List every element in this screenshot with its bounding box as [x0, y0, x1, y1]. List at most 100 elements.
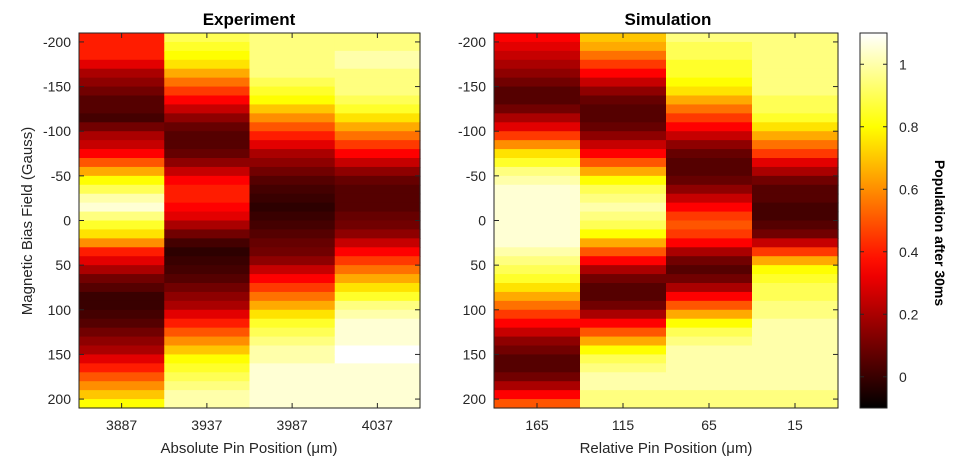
heatmap-cell — [494, 68, 581, 79]
heatmap-cell — [494, 104, 581, 114]
heatmap-cell — [494, 354, 581, 364]
heatmap-cell — [249, 86, 336, 97]
heatmap-cell — [752, 274, 839, 284]
heatmap-cell — [752, 140, 839, 150]
heatmap-cell — [334, 336, 421, 347]
heatmap-cell — [580, 41, 667, 52]
heatmap-cell — [580, 113, 667, 123]
heatmap-cell — [580, 184, 667, 195]
heatmap-cell — [494, 50, 581, 61]
heatmap-cell — [494, 122, 581, 132]
heatmap-cell — [79, 229, 165, 239]
heatmap-cell — [666, 238, 753, 248]
heatmap-cell — [334, 202, 421, 213]
heatmap-cell — [666, 149, 753, 159]
heatmap-cell — [249, 327, 336, 338]
heatmap-cell — [79, 77, 165, 88]
heatmap-cell — [666, 265, 753, 275]
y-tick-label: 100 — [463, 302, 487, 318]
heatmap-cell — [164, 77, 251, 88]
heatmap-cell — [666, 184, 753, 195]
heatmap-cell — [164, 193, 251, 204]
heatmap-cell — [494, 291, 581, 302]
heatmap-cell — [334, 345, 421, 356]
heatmap-cell — [666, 354, 753, 364]
heatmap-cell — [249, 291, 336, 302]
heatmap-cell — [666, 202, 753, 213]
simulation-panel: Simulation -200 -150 -100 -50 0 50 100 150 200 1… — [458, 10, 839, 457]
heatmap-cell — [79, 68, 165, 79]
heatmap-cell — [494, 41, 581, 52]
colorbar: 0 0.2 0.4 0.6 0.8 1 Population after 30ms — [859, 32, 948, 409]
heatmap-cell — [494, 300, 581, 311]
heatmap-cell — [249, 175, 336, 186]
heatmap-cell — [164, 318, 251, 329]
heatmap-cell — [666, 59, 753, 70]
heatmap-cell — [334, 291, 421, 302]
heatmap-cell — [494, 113, 581, 123]
y-tick-label: -50 — [466, 168, 486, 184]
heatmap-cell — [666, 211, 753, 222]
heatmap-cell — [249, 131, 336, 141]
heatmap-cell — [580, 256, 667, 266]
heatmap-cell — [494, 95, 581, 106]
heatmap-cell — [580, 50, 667, 61]
heatmap-cell — [752, 229, 839, 239]
colorbar-tick-label: 1 — [899, 56, 907, 72]
heatmap-cell — [666, 283, 753, 293]
heatmap-cell — [164, 300, 251, 311]
heatmap-cell — [666, 166, 753, 177]
heatmap-cell — [494, 140, 581, 150]
heatmap-cell — [249, 166, 336, 177]
heatmap-cell — [249, 158, 336, 168]
heatmap-cell — [580, 122, 667, 132]
heatmap-cell — [752, 256, 839, 266]
heatmap-cell — [334, 220, 421, 231]
heatmap-cell — [580, 158, 667, 168]
heatmap-cell — [249, 354, 336, 364]
heatmap-cell — [752, 175, 839, 186]
heatmap-cell — [334, 104, 421, 114]
heatmap-cell — [752, 309, 839, 320]
heatmap-cell — [79, 363, 165, 373]
heatmap-cell — [79, 336, 165, 347]
heatmap-cell — [494, 202, 581, 213]
heatmap-cell — [666, 274, 753, 284]
y-tick-label: 50 — [55, 257, 71, 273]
heatmap-cell — [249, 211, 336, 222]
heatmap-cell — [79, 184, 165, 195]
heatmap-cell — [580, 345, 667, 356]
y-tick-label: 0 — [478, 213, 486, 229]
heatmap-cell — [752, 95, 839, 106]
heatmap-cell — [494, 309, 581, 320]
heatmap-cell — [249, 113, 336, 123]
heatmap-cell — [79, 247, 165, 257]
heatmap-cell — [580, 300, 667, 311]
y-tick-label: -150 — [43, 79, 71, 95]
heatmap-cell — [164, 274, 251, 284]
heatmap-cell — [249, 202, 336, 213]
heatmap-cell — [752, 68, 839, 79]
heatmap-cell — [666, 390, 753, 400]
heatmap-cell — [494, 345, 581, 356]
heatmap-cell — [666, 309, 753, 320]
heatmap-cell — [334, 149, 421, 159]
heatmap-cell — [752, 220, 839, 231]
heatmap-cell — [79, 211, 165, 222]
heatmap-cell — [580, 68, 667, 79]
heatmap-cell — [164, 86, 251, 97]
heatmap-cell — [580, 390, 667, 400]
heatmap-cell — [580, 229, 667, 239]
y-tick-label: -100 — [43, 123, 71, 139]
heatmap-cell — [580, 86, 667, 97]
heatmap-cell — [79, 122, 165, 132]
heatmap-cell — [79, 318, 165, 329]
heatmap-cell — [752, 211, 839, 222]
heatmap-cell — [164, 354, 251, 364]
heatmap-cell — [666, 95, 753, 106]
heatmap-cell — [752, 247, 839, 257]
x-tick-label: 15 — [787, 417, 803, 433]
heatmap-cell — [666, 77, 753, 88]
heatmap-cell — [752, 149, 839, 159]
y-axis-label: Magnetic Bias Field (Gauss) — [19, 127, 36, 315]
